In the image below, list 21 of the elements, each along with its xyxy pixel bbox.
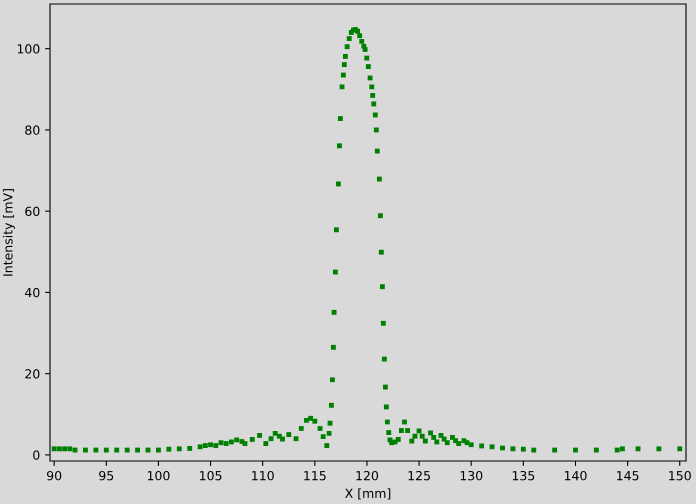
y-tick-label: 100 <box>18 44 40 54</box>
x-tick-label: 150 <box>669 470 691 480</box>
x-tick-label: 95 <box>99 470 114 480</box>
x-tick-label: 90 <box>47 470 62 480</box>
x-tick-label: 140 <box>564 470 587 480</box>
x-tick-label: 105 <box>200 470 222 480</box>
x-tick-label: 145 <box>617 471 638 480</box>
x-tick-label: 110 <box>252 470 274 480</box>
y-tick-label: 40 <box>24 288 40 298</box>
y-tick-label: 0 <box>33 450 40 460</box>
x-tick-label: 100 <box>148 470 170 480</box>
x-tick-label: 120 <box>356 470 378 480</box>
x-axis-title: X [mm] <box>345 488 390 500</box>
x-tick-label: 135 <box>512 470 534 480</box>
y-axis-title: Intensity [mV] <box>2 189 16 276</box>
y-tick-label: 60 <box>25 206 40 216</box>
x-tick-label: 115 <box>304 471 326 480</box>
x-tick-label: 130 <box>460 470 482 480</box>
y-tick-label: 80 <box>25 125 40 135</box>
x-tick-label: 125 <box>408 470 430 480</box>
y-tick-label: 20 <box>25 369 40 379</box>
